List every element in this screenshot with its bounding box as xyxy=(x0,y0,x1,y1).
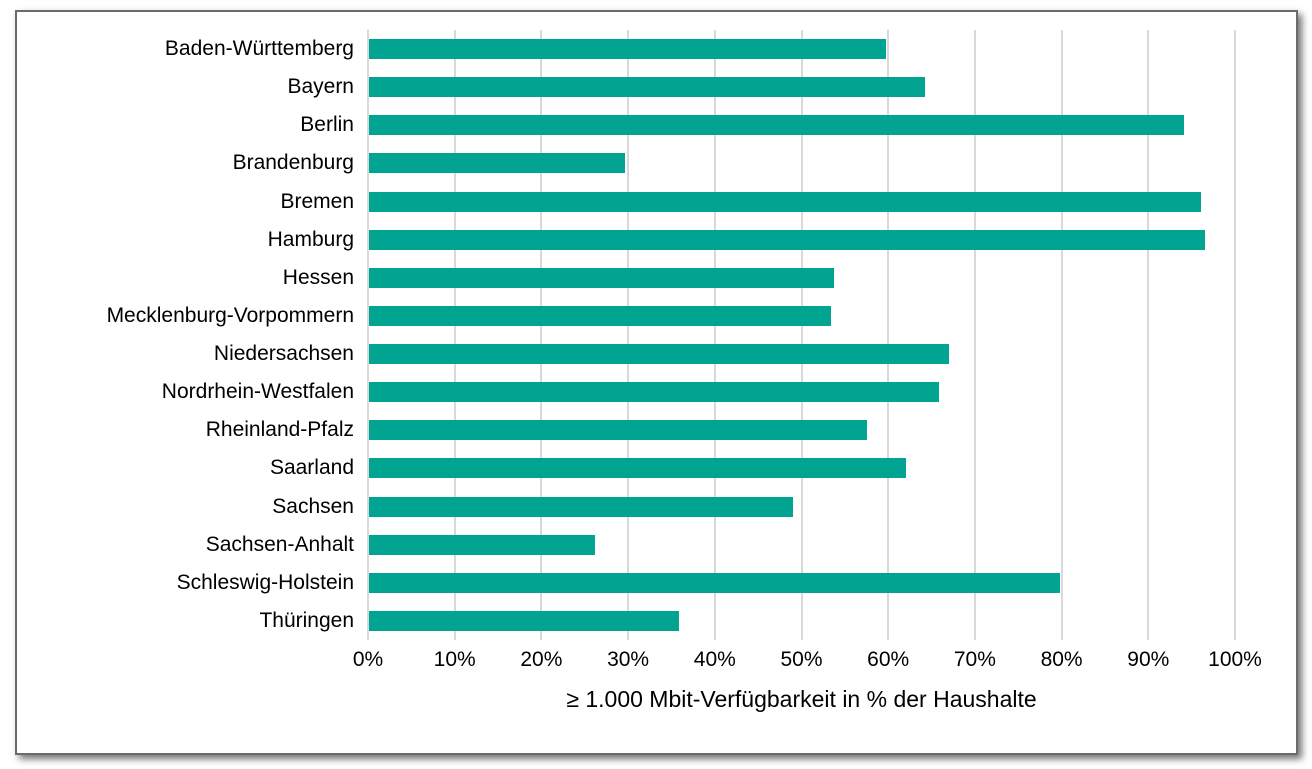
category-label: Schleswig-Holstein xyxy=(176,570,354,594)
x-tick-label: 30% xyxy=(607,648,650,671)
category-label: Bayern xyxy=(287,75,354,99)
bar xyxy=(369,305,832,326)
chart-row: Niedersachsen xyxy=(17,335,1292,373)
chart-row: Hamburg xyxy=(17,221,1292,259)
gridline xyxy=(1234,30,1236,640)
bar xyxy=(369,458,906,479)
chart-row: Schleswig-Holstein xyxy=(17,564,1292,602)
plot-area: Baden-Württemberg Bayern Berlin Brandenburg… xyxy=(17,30,1292,640)
bar xyxy=(369,610,680,631)
gridline xyxy=(1060,30,1063,640)
category-label: Niedersachsen xyxy=(213,342,354,366)
gridline xyxy=(627,30,630,640)
category-label: Mecklenburg-Vorpommern xyxy=(106,303,354,327)
gridline xyxy=(1147,30,1150,640)
bar xyxy=(369,229,1205,250)
x-tick-label: 70% xyxy=(953,648,996,671)
bar-track xyxy=(368,564,1235,602)
bar-track xyxy=(368,30,1235,68)
x-tick-label: 100% xyxy=(1208,648,1262,671)
bar-track xyxy=(368,411,1235,449)
category-label: Rheinland-Pfalz xyxy=(205,418,354,442)
gridline xyxy=(713,30,716,640)
bar xyxy=(369,382,939,403)
bar-track xyxy=(368,449,1235,487)
gridline xyxy=(367,30,369,640)
bar-track xyxy=(368,221,1235,259)
chart-row: Bremen xyxy=(17,183,1292,221)
chart-row: Hessen xyxy=(17,259,1292,297)
gridline xyxy=(973,30,976,640)
x-tick-label: 40% xyxy=(693,648,736,671)
bar-track xyxy=(368,488,1235,526)
bar-rows: Baden-Württemberg Bayern Berlin Brandenburg… xyxy=(17,30,1292,640)
bar-track xyxy=(368,106,1235,144)
category-label: Hamburg xyxy=(267,227,354,251)
chart-row: Sachsen xyxy=(17,488,1292,526)
category-label: Saarland xyxy=(269,456,354,480)
chart-row: Baden-Württemberg xyxy=(17,30,1292,68)
x-axis-title: ≥ 1.000 Mbit-Verfügbarkeit in % der Haus… xyxy=(566,686,1037,712)
gridlines xyxy=(367,30,1236,640)
category-label: Berlin xyxy=(300,113,354,137)
gridline xyxy=(800,30,803,640)
x-axis: 0% 10% 20% 30% 40% 50% 60% 70% 80% 90% 100% xyxy=(353,648,1262,676)
gridline xyxy=(453,30,456,640)
bar xyxy=(369,77,925,98)
chart-row: Nordrhein-Westfalen xyxy=(17,373,1292,411)
bar xyxy=(369,267,834,288)
bar-track xyxy=(368,335,1235,373)
bar xyxy=(369,39,886,60)
gridline xyxy=(540,30,543,640)
bar xyxy=(369,496,793,517)
chart-row: Berlin xyxy=(17,106,1292,144)
category-label: Sachsen xyxy=(272,494,354,518)
bar-track xyxy=(368,259,1235,297)
bar xyxy=(369,534,596,555)
bar-track xyxy=(368,526,1235,564)
bar xyxy=(369,191,1202,212)
category-label: Hessen xyxy=(282,265,354,289)
bar xyxy=(369,344,950,365)
category-label: Nordrhein-Westfalen xyxy=(161,380,354,404)
gridline xyxy=(887,30,890,640)
x-tick-label: 20% xyxy=(520,648,563,671)
bar xyxy=(369,115,1184,136)
chart-frame: Baden-Württemberg Bayern Berlin Brandenburg… xyxy=(15,10,1298,755)
chart-row: Brandenburg xyxy=(17,144,1292,182)
category-label: Baden-Württemberg xyxy=(164,37,354,61)
bar xyxy=(369,153,625,174)
bar-track xyxy=(368,183,1235,221)
category-label: Bremen xyxy=(280,189,354,213)
category-label: Sachsen-Anhalt xyxy=(205,532,354,556)
bar xyxy=(369,420,867,441)
chart-row: Sachsen-Anhalt xyxy=(17,526,1292,564)
x-tick-label: 10% xyxy=(433,648,476,671)
x-tick-label: 0% xyxy=(352,648,384,671)
bar-track xyxy=(368,297,1235,335)
chart-row: Bayern xyxy=(17,68,1292,106)
x-tick-label: 60% xyxy=(867,648,910,671)
bar xyxy=(369,572,1060,593)
chart-row: Mecklenburg-Vorpommern xyxy=(17,297,1292,335)
bar-track xyxy=(368,373,1235,411)
category-label: Thüringen xyxy=(259,608,354,632)
chart-row: Rheinland-Pfalz xyxy=(17,411,1292,449)
category-label: Brandenburg xyxy=(232,151,354,175)
bar-track xyxy=(368,68,1235,106)
chart-row: Thüringen xyxy=(17,602,1292,640)
bar-track xyxy=(368,602,1235,640)
bar-track xyxy=(368,144,1235,182)
x-tick-label: 80% xyxy=(1040,648,1083,671)
chart-row: Saarland xyxy=(17,449,1292,487)
x-tick-label: 50% xyxy=(780,648,823,671)
x-tick-label: 90% xyxy=(1127,648,1170,671)
